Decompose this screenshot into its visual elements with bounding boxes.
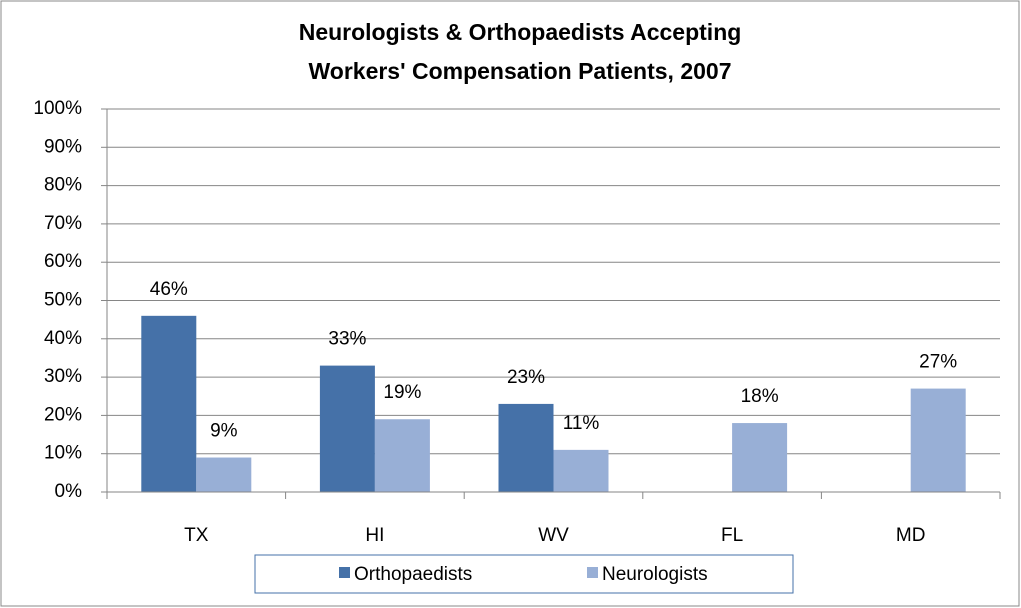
y-tick-label: 30% xyxy=(44,366,82,387)
y-tick-label: 50% xyxy=(44,290,82,311)
y-tick-label: 80% xyxy=(44,175,82,196)
legend-swatch xyxy=(339,567,350,578)
bar xyxy=(553,449,609,492)
x-tick-label: FL xyxy=(721,525,743,546)
legend-label: Neurologists xyxy=(602,564,708,585)
bar xyxy=(319,365,375,492)
bar xyxy=(141,315,197,492)
bar xyxy=(196,457,252,492)
y-tick-label: 100% xyxy=(33,98,82,119)
x-tick-label: WV xyxy=(538,525,569,546)
chart-title: Workers' Compensation Patients, 2007 xyxy=(308,58,731,84)
legend-label: Orthopaedists xyxy=(354,564,472,585)
bar xyxy=(374,419,430,492)
data-label: 11% xyxy=(563,413,600,434)
legend-box xyxy=(254,554,794,594)
y-tick-label: 0% xyxy=(55,481,83,502)
data-label: 46% xyxy=(150,279,188,300)
data-label: 27% xyxy=(919,352,957,373)
bar xyxy=(910,388,966,492)
chart-title: Neurologists & Orthopaedists Accepting xyxy=(299,19,742,45)
data-label: 18% xyxy=(741,386,779,407)
y-tick-label: 20% xyxy=(44,404,82,425)
data-label: 33% xyxy=(328,329,366,350)
y-tick-label: 90% xyxy=(44,136,82,157)
x-tick-label: TX xyxy=(184,525,209,546)
legend-swatch xyxy=(587,567,598,578)
y-tick-label: 70% xyxy=(44,213,82,234)
y-tick-label: 40% xyxy=(44,328,82,349)
y-tick-label: 10% xyxy=(44,443,82,464)
data-label: 19% xyxy=(383,382,421,403)
x-tick-label: MD xyxy=(896,525,926,546)
bar xyxy=(498,403,554,492)
data-label: 23% xyxy=(507,367,545,388)
y-tick-label: 60% xyxy=(44,251,82,272)
x-tick-label: HI xyxy=(365,525,384,546)
bar xyxy=(732,423,788,492)
data-label: 9% xyxy=(210,421,238,442)
